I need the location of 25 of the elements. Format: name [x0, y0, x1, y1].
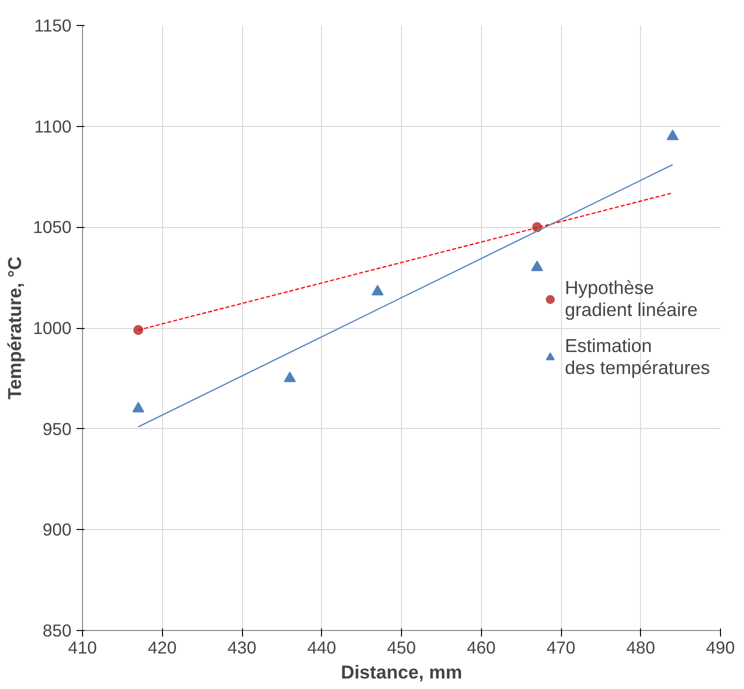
- y-tick-label: 900: [42, 520, 72, 540]
- point: [531, 260, 544, 272]
- legend-label: Estimation des températures: [564, 334, 710, 378]
- y-tick-label: 1000: [32, 318, 72, 338]
- x-tick-label: 420: [148, 638, 177, 658]
- point: [284, 372, 296, 382]
- point: [132, 402, 144, 412]
- x-tick-label: 490: [706, 638, 735, 658]
- x-tick-label: 450: [387, 638, 416, 658]
- point: [372, 284, 384, 296]
- y-tick-label: 1150: [34, 16, 72, 36]
- x-tick-label: 470: [546, 638, 576, 658]
- y-tick-label: 1100: [34, 116, 72, 136]
- y-tick-label: 850: [42, 620, 72, 640]
- x-tick-label: 410: [68, 638, 97, 658]
- x-tick-label: 430: [228, 638, 256, 658]
- y-axis-title: Température, °C: [4, 256, 25, 400]
- x-tick-label: 440: [307, 638, 336, 658]
- x-tick-label: 480: [626, 638, 656, 658]
- x-tick-label: 460: [466, 638, 496, 658]
- y-tick-label: 1050: [32, 217, 72, 238]
- point: [666, 130, 679, 140]
- y-tick-label: 950: [42, 418, 72, 439]
- x-axis-title: Distance, mm: [340, 662, 462, 682]
- legend-label: Hypothèse gradient linéaire: [564, 276, 698, 320]
